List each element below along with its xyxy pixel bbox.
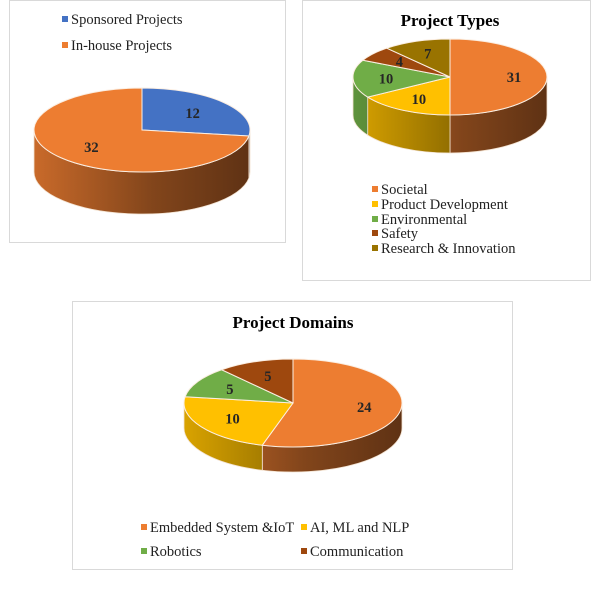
legend-marker-embedded-system-iot: [141, 524, 147, 530]
legend-item-research-innovation[interactable]: Research & Innovation: [381, 241, 516, 257]
data-label-societal: 31: [507, 70, 522, 86]
data-label-ai-ml-and-nlp: 10: [225, 412, 240, 428]
legend-marker-research-innovation: [372, 245, 378, 251]
legend-marker-robotics: [141, 548, 147, 554]
pie-slice-environmental[interactable]: [352, 59, 451, 98]
legend-item-in-house-projects[interactable]: In-house Projects: [71, 38, 172, 54]
legend-item-product-development[interactable]: Product Development: [381, 197, 508, 213]
pie-slice-product-development[interactable]: [366, 76, 451, 116]
legend-item-ai-ml-and-nlp[interactable]: AI, ML and NLP: [310, 520, 409, 536]
data-label-product-development: 10: [412, 92, 427, 108]
data-label-research-innovation: 7: [424, 46, 431, 62]
legend-item-communication[interactable]: Communication: [310, 544, 404, 560]
legend-marker-in-house-projects: [62, 42, 68, 48]
data-label-safety: 4: [396, 55, 403, 71]
data-label-environmental: 10: [379, 71, 394, 87]
legend-marker-environmental: [372, 216, 378, 222]
legend-marker-safety: [372, 230, 378, 236]
pie-chart-3: 24 10 5 5 Embedded System &IoT AI, ML and NLP…: [141, 358, 409, 560]
data-label-robotics: 5: [226, 382, 233, 398]
data-label-communication: 5: [264, 369, 271, 385]
legend-marker-product-development: [372, 201, 378, 207]
chart-title-project-types: Project Types: [401, 11, 500, 30]
pie-slice-embedded-system-iot[interactable]: [261, 358, 403, 448]
legend-marker-ai-ml-and-nlp: [301, 524, 307, 530]
legend-item-sponsored-projects[interactable]: Sponsored Projects: [71, 12, 183, 28]
legend-item-societal[interactable]: Societal: [381, 182, 428, 198]
pie-slice-in-house-projects[interactable]: [33, 87, 250, 173]
pie-slice-robotics[interactable]: [184, 369, 294, 404]
legend-item-robotics[interactable]: Robotics: [150, 544, 202, 560]
pie-slice-sponsored-projects[interactable]: [141, 87, 251, 137]
data-label-embedded-system-iot: 24: [357, 400, 372, 416]
legend-marker-communication: [301, 548, 307, 554]
legend-marker-societal: [372, 186, 378, 192]
pie-slice-societal[interactable]: [449, 38, 548, 116]
data-label-in-house-projects: 32: [84, 140, 99, 156]
pie-slice-research-innovation[interactable]: [385, 38, 451, 78]
pie-slice-communication[interactable]: [220, 358, 294, 404]
legend-marker-sponsored-projects: [62, 16, 68, 22]
chart-title-project-domains: Project Domains: [232, 313, 353, 332]
legend-item-safety[interactable]: Safety: [381, 226, 419, 242]
data-label-sponsored-projects: 12: [185, 106, 200, 122]
legend-item-embedded-system-iot[interactable]: Embedded System &IoT: [150, 520, 294, 536]
pie-slice-ai-ml-and-nlp[interactable]: [183, 396, 294, 446]
legend-item-environmental[interactable]: Environmental: [381, 212, 467, 228]
pie-chart-1: 12 32 Sponsored Projects In-house Projects: [33, 12, 251, 215]
